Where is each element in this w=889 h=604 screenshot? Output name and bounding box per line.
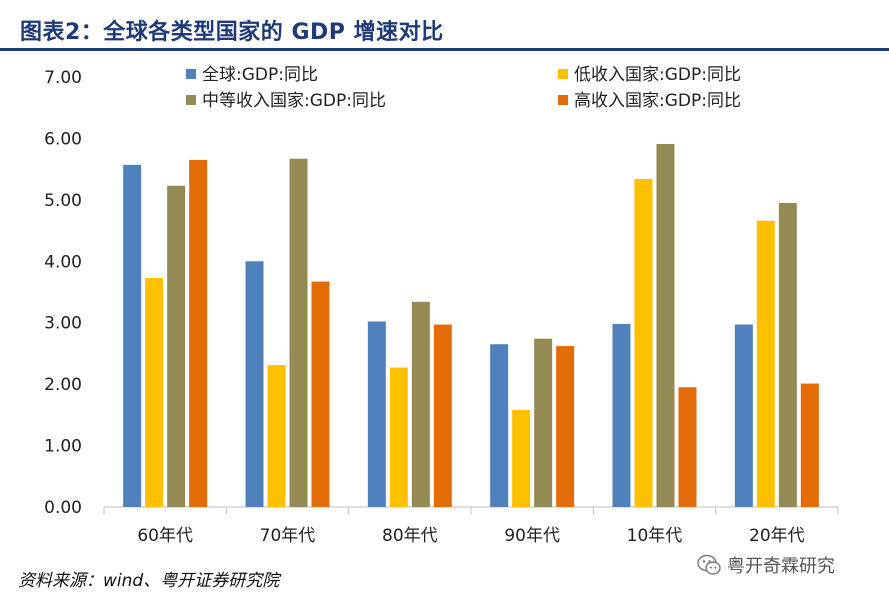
y-tick-label: 6.00 <box>44 129 82 149</box>
bar <box>367 321 386 507</box>
bar <box>734 324 753 507</box>
bar <box>656 143 675 507</box>
x-tick-label: 90年代 <box>504 526 560 546</box>
bar <box>411 301 430 507</box>
watermark: 粤开奇霖研究 <box>697 552 835 578</box>
y-tick-label: 7.00 <box>44 68 82 88</box>
bar <box>756 220 775 507</box>
legend-swatch <box>558 69 568 79</box>
bar <box>245 261 264 507</box>
chart-title: 图表2：全球各类型国家的 GDP 增速对比 <box>20 20 444 45</box>
bar <box>167 185 186 507</box>
wechat-icon <box>697 554 721 575</box>
x-tick-label: 20年代 <box>749 526 805 546</box>
bar <box>556 346 575 507</box>
y-tick-label: 1.00 <box>44 437 82 457</box>
legend-label: 高收入国家:GDP:同比 <box>574 91 741 111</box>
bar <box>634 178 653 507</box>
source-note: 资料来源：wind、粤开证券研究院 <box>18 571 280 591</box>
bar <box>189 159 208 507</box>
bar <box>389 367 408 507</box>
x-tick-label: 70年代 <box>260 526 316 546</box>
bar <box>512 409 531 507</box>
y-tick-label: 0.00 <box>44 498 82 518</box>
bar <box>678 387 697 507</box>
legend-swatch <box>186 95 196 105</box>
bar <box>778 202 797 507</box>
bar-chart: 0.00 1.00 2.00 3.00 4.00 5.00 6.00 7.00 60年代 70年代… <box>44 65 839 546</box>
bar <box>800 383 819 507</box>
x-tick-label: 10年代 <box>627 526 683 546</box>
title-divider <box>0 48 889 51</box>
watermark-text: 粤开奇霖研究 <box>727 556 835 577</box>
bar <box>145 277 164 507</box>
legend-swatch <box>186 69 196 79</box>
x-tick-label: 60年代 <box>137 526 193 546</box>
y-tick-label: 2.00 <box>44 375 82 395</box>
bar <box>289 158 308 507</box>
x-tick-label: 80年代 <box>382 526 438 546</box>
bar <box>612 323 631 507</box>
y-tick-label: 4.00 <box>44 252 82 272</box>
bar <box>490 344 509 507</box>
bar <box>123 164 142 507</box>
legend-label: 全球:GDP:同比 <box>202 65 318 85</box>
y-tick-label: 3.00 <box>44 314 82 334</box>
legend-swatch <box>558 95 568 105</box>
bar <box>267 365 286 507</box>
bar <box>311 281 330 507</box>
legend-label: 中等收入国家:GDP:同比 <box>202 91 386 111</box>
bar <box>534 338 553 507</box>
legend-label: 低收入国家:GDP:同比 <box>574 65 741 85</box>
bar <box>433 324 452 507</box>
y-tick-label: 5.00 <box>44 191 82 211</box>
